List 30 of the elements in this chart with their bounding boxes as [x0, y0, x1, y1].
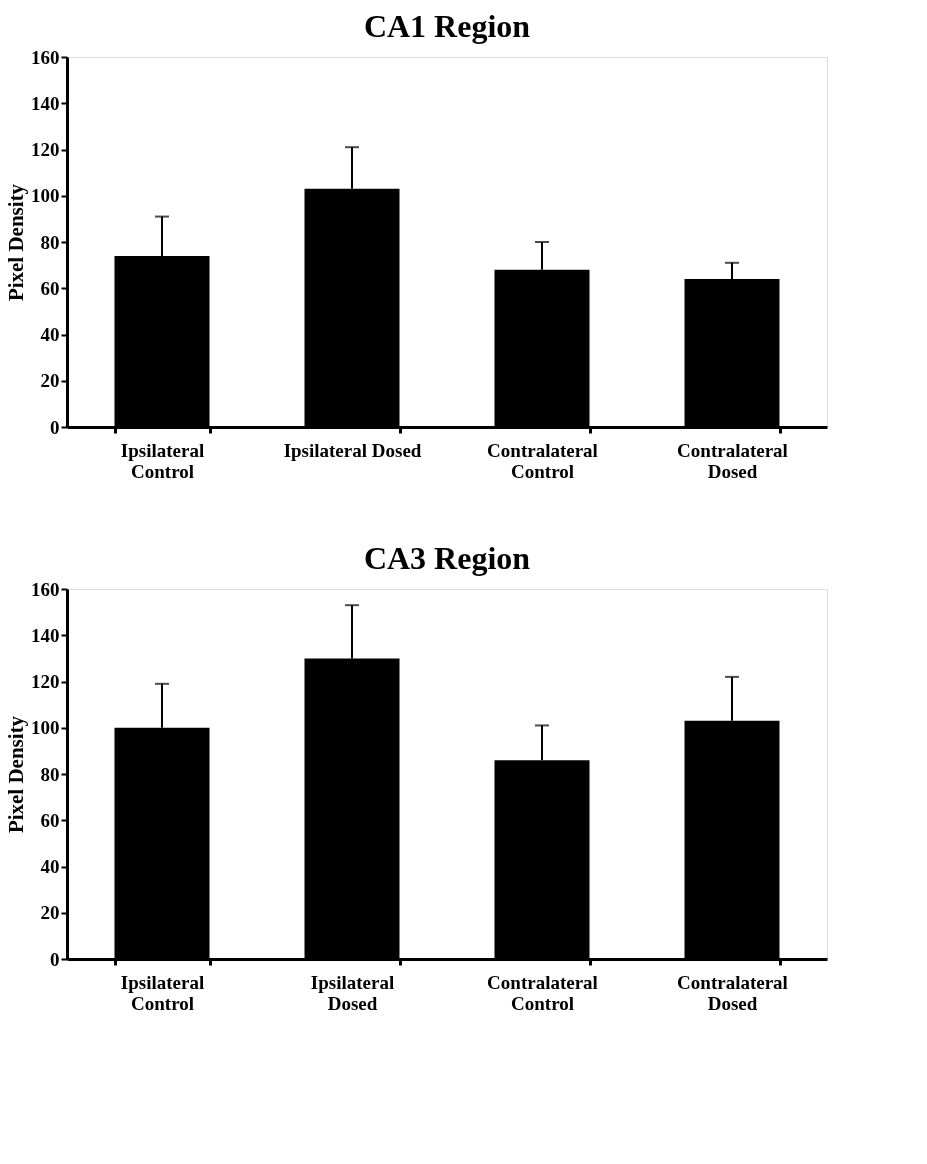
- x-tick-label: Contralateral Control: [487, 971, 598, 1014]
- chart-title: CA3 Region: [363, 540, 531, 576]
- x-tick-label: Contralateral Control: [487, 439, 598, 482]
- y-tick-label: 0: [50, 416, 60, 438]
- y-tick-label: 120: [31, 671, 60, 692]
- y-tick-label: 20: [40, 902, 60, 924]
- y-tick-label: 100: [31, 717, 60, 739]
- y-axis-title: Pixel Density: [4, 183, 28, 302]
- chart-title: CA1 Region: [363, 8, 531, 44]
- y-tick-label: 40: [40, 324, 60, 345]
- x-tick-label: Contralateral Dosed: [677, 439, 788, 482]
- y-tick-label: 80: [40, 763, 60, 785]
- y-tick-label: 160: [31, 46, 60, 68]
- y-tick-label: 60: [40, 809, 60, 831]
- x-tick-label: Ipsilateral Control: [120, 439, 205, 482]
- y-tick-label: 140: [31, 92, 60, 114]
- y-tick-label: 120: [31, 139, 60, 160]
- y-tick-label: 160: [31, 578, 60, 600]
- x-tick-label: Ipsilateral Dosed: [283, 439, 422, 461]
- y-axis-title: Pixel Density: [4, 715, 28, 834]
- y-tick-label: 80: [40, 231, 60, 253]
- x-tick-label: Ipsilateral Dosed: [310, 971, 395, 1014]
- y-tick-label: 40: [40, 856, 60, 877]
- y-tick-label: 20: [40, 370, 60, 392]
- y-tick-label: 0: [50, 948, 60, 970]
- x-tick-label: Ipsilateral Control: [120, 971, 205, 1014]
- y-tick-label: 140: [31, 624, 60, 646]
- y-tick-label: 100: [31, 185, 60, 207]
- x-tick-label: Contralateral Dosed: [677, 971, 788, 1014]
- y-tick-label: 60: [40, 277, 60, 299]
